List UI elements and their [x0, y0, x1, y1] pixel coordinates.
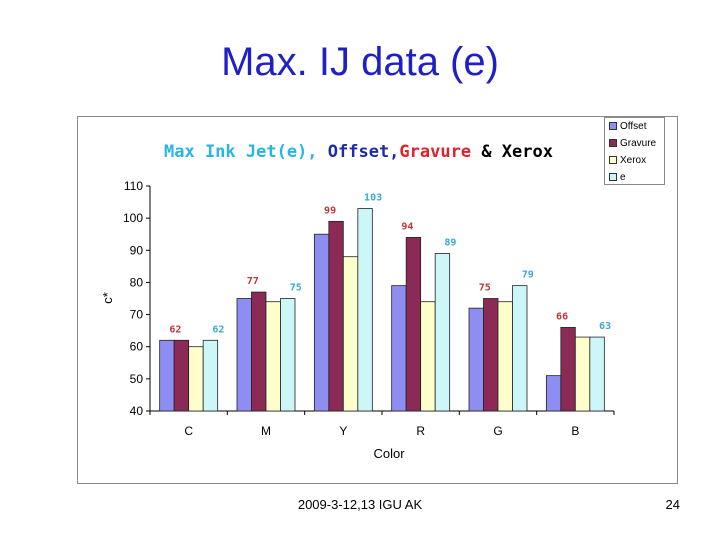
data-label: 62 — [169, 324, 181, 335]
y-axis-title: c* — [100, 292, 115, 304]
bar-offset-m — [236, 298, 252, 412]
y-tick-label: 80 — [130, 275, 144, 289]
legend-swatch-gravure — [609, 139, 617, 148]
data-label: 99 — [324, 205, 336, 216]
data-label: 62 — [212, 324, 224, 335]
data-label: 94 — [401, 221, 413, 232]
x-tick-label: M — [261, 424, 271, 438]
bar-xerox-m — [265, 301, 281, 412]
y-tick-label: 100 — [123, 211, 143, 225]
data-label: 89 — [444, 238, 456, 249]
bar-e-b — [589, 336, 605, 412]
bar-e-g — [512, 285, 528, 412]
x-tick-label: Y — [339, 424, 347, 438]
legend-swatch-e — [609, 173, 617, 182]
data-label: 66 — [556, 311, 568, 322]
bar-xerox-r — [420, 301, 436, 412]
y-tick-label: 90 — [130, 243, 144, 257]
chart-title-part: Gravure — [399, 142, 471, 162]
legend-swatch-offset — [609, 122, 617, 131]
y-tick-label: 60 — [130, 340, 144, 354]
chart-title: Max Ink Jet(e), Offset,Gravure & Xerox — [164, 142, 553, 162]
page-number: 24 — [665, 497, 680, 512]
data-label: 103 — [364, 193, 382, 204]
y-tick-label: 40 — [130, 404, 144, 418]
bar-gravure-y — [328, 220, 344, 412]
legend-label-e: e — [620, 172, 626, 183]
x-tick-label: R — [416, 424, 425, 438]
bar-xerox-c — [188, 346, 204, 412]
bar-gravure-b — [560, 327, 576, 412]
x-tick-label: C — [184, 424, 193, 438]
bar-offset-b — [545, 375, 562, 412]
x-axis-title: Color — [373, 446, 405, 461]
y-tick-label: 110 — [124, 179, 143, 193]
chart-title-part: Max Ink Jet(e), — [164, 142, 328, 162]
x-tick-label: G — [493, 424, 502, 438]
bar-e-m — [280, 298, 296, 412]
slide-title: Max. IJ data (e) — [221, 40, 499, 84]
data-label: 79 — [522, 270, 534, 281]
data-label: 77 — [247, 276, 259, 287]
legend-label-offset: Offset — [620, 121, 647, 132]
legend-swatch-xerox — [609, 156, 617, 165]
chart-frame — [77, 116, 678, 484]
legend-item-e: e — [609, 172, 626, 183]
bar-gravure-r — [405, 237, 422, 412]
bar-xerox-b — [574, 336, 591, 412]
legend-item-offset: Offset — [609, 121, 647, 132]
x-tick-label: B — [571, 424, 579, 438]
legend-item-xerox: Xerox — [609, 155, 646, 166]
bar-xerox-y — [342, 256, 359, 412]
footer-text: 2009-3-12,13 IGU AK — [297, 497, 423, 512]
bar-gravure-m — [251, 291, 267, 412]
bar-offset-r — [391, 285, 407, 412]
bar-e-c — [202, 339, 219, 412]
bar-offset-g — [468, 307, 484, 412]
data-label: 63 — [599, 321, 611, 332]
legend-label-xerox: Xerox — [620, 155, 647, 166]
bar-gravure-c — [173, 339, 190, 412]
bar-e-r — [434, 253, 451, 412]
chart-title-part: & Xerox — [471, 142, 553, 162]
data-label: 75 — [479, 283, 491, 294]
chart-legend: Offset Gravure Xerox e — [604, 117, 665, 185]
y-tick-label: 50 — [130, 372, 144, 386]
data-label: 75 — [290, 283, 302, 294]
legend-label-gravure: Gravure — [620, 138, 657, 149]
chart-title-part: Offset, — [328, 142, 400, 162]
bar-gravure-g — [483, 298, 499, 412]
bar-xerox-g — [497, 301, 513, 412]
legend-item-gravure: Gravure — [609, 138, 656, 149]
bar-offset-c — [159, 339, 175, 412]
y-tick-label: 70 — [130, 308, 144, 322]
bar-offset-y — [313, 233, 330, 412]
bar-e-y — [357, 208, 373, 412]
